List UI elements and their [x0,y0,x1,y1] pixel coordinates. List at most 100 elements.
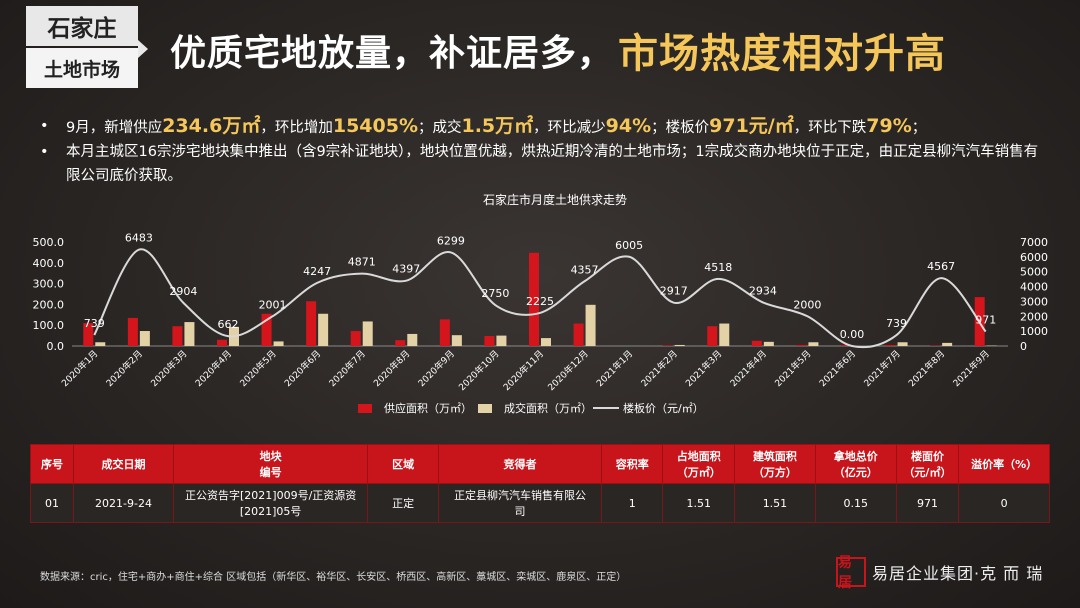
price-data-label: 739 [886,317,907,330]
price-data-label: 2934 [749,284,777,297]
legend-label: 楼板价（元/㎡） [623,401,704,415]
price-data-label: 6483 [125,232,153,245]
table-header-cell: 成交日期 [73,444,174,484]
table-header-cell: 楼面价 （元/㎡） [895,444,960,484]
x-tick-label: 2021年1月 [594,348,635,389]
logo-text: 易居企业集团·克 而 瑞 [872,564,1044,583]
price-data-label: 971 [975,314,996,327]
price-data-label: 4871 [348,256,376,269]
deal-bar [719,323,730,346]
table-header-cell: 容积率 [601,444,664,484]
price-data-label: 2001 [259,298,287,311]
supply-bar [217,339,227,346]
b2-text: 本月主城区16宗涉宅地块集中推出（含9宗补证地块），地块位置优越，烘热近期冷清的… [66,144,1039,184]
supply-bar [127,317,138,346]
deal-bar [541,338,551,346]
table-header-cell: 地块 编号 [172,444,369,484]
price-data-label: 2750 [481,287,509,300]
price-data-label: 2904 [169,285,197,298]
x-tick-label: 2020年5月 [237,348,278,389]
b1-p4: ，环比减少 [533,120,606,136]
chart-title: 石家庄市月度土地供求走势 [483,192,627,207]
y-right-tick-label: 0 [1020,340,1027,353]
x-tick-label: 2021年7月 [861,348,902,389]
x-tick-label: 2021年8月 [906,348,947,389]
b1-price-change: 79% [866,115,912,137]
b1-supply: 234.6万㎡ [162,115,261,137]
b1-price: 971元/㎡ [709,115,794,137]
b1-p7: ； [911,120,927,136]
price-data-label: 4247 [303,265,331,278]
legend-label: 成交面积（万㎡） [504,401,592,415]
x-tick-label: 2020年7月 [326,348,367,389]
price-line [93,248,987,349]
supply-bar [439,319,450,346]
section-name: 土地市场 [26,48,138,88]
price-data-label: 662 [218,318,239,331]
table-header-cell: 拿地总价 （亿元） [814,444,897,484]
x-tick-label: 2021年6月 [817,348,858,389]
transaction-table: 序号 成交日期 地块 编号 区域 竞得者 容积率 占地面积 （万㎡） 建筑面积 （万方） 拿地总价 （亿… [29,444,1050,523]
city-badge: 石家庄 土地市场 [26,6,148,88]
bullet-dot: • [40,144,49,160]
table-cell: 0.15 [814,483,897,523]
x-tick-label: 2021年4月 [728,348,769,389]
b1-p2: ，环比增加 [260,120,333,136]
data-source-note: 数据来源：cric，住宅+商办+商住+综合 区域包括（新华区、裕华区、长安区、桥… [40,572,627,583]
supply-bar [172,326,183,346]
deal-bar [139,331,150,346]
logo-seal: 易居 [836,555,866,591]
deal-bar [763,341,774,346]
supply-bar [261,313,272,346]
supply-bar [395,340,406,346]
x-tick-label: 2020年12月 [545,348,591,394]
deal-bar [407,333,418,346]
y-left-tick-label: 0.0 [47,340,65,353]
x-tick-label: 2021年9月 [950,348,991,389]
y-right-tick-label: 3000 [1020,295,1048,308]
title-gold: 市场热度相对升高 [618,31,947,77]
table-header-row: 序号 成交日期 地块 编号 区域 竞得者 容积率 占地面积 （万㎡） 建筑面积 （万方） 拿地总价 （亿… [29,444,1050,484]
y-right-tick-label: 4000 [1020,281,1048,294]
legend-swatch [358,404,372,413]
deal-bar [318,313,329,346]
title-white: 优质宅地放量，补证居多， [170,33,615,74]
b1-supply-change: 15405% [332,115,418,137]
page-title: 优质宅地放量，补证居多， 市场热度相对升高 [170,20,946,80]
y-right-tick-label: 2000 [1020,310,1048,323]
price-data-label: 2917 [660,285,688,298]
table-cell: 1 [601,483,664,523]
y-left-tick-label: 300.0 [33,278,65,291]
supply-bar [885,344,896,346]
table-row: 01 2021-9-24 正公资告字[2021]009号/正资源资 [2021]05号… [29,483,1050,523]
y-left-tick-label: 200.0 [33,298,65,311]
supply-bar [707,326,718,346]
deal-bar [95,342,106,346]
table-cell: 1.51 [734,483,816,523]
supply-bar [573,323,584,346]
table-cell: 正定县柳汽汽车销售有限公司 [437,483,603,523]
x-tick-label: 2021年5月 [772,348,813,389]
x-tick-label: 2020年4月 [193,348,234,389]
deal-bar [184,322,195,346]
table-header-cell: 竞得者 [437,444,603,484]
table-body: 01 2021-9-24 正公资告字[2021]009号/正资源资 [2021]05号… [29,483,1050,523]
b1-p1: 9月，新增供应 [66,120,163,136]
deal-bar [897,342,908,346]
b1-deal-change: 94% [605,115,652,137]
deal-bar [451,335,462,346]
supply-bar [841,344,851,346]
x-tick-label: 2020年11月 [501,348,547,394]
b1-p5: ；楼板价 [651,120,710,136]
y-right-tick-label: 1000 [1020,325,1048,338]
y-left-tick-label: 500.0 [33,236,65,249]
x-tick-label: 2020年2月 [104,348,145,389]
x-tick-label: 2020年8月 [371,348,412,389]
table-cell: 正定 [367,483,439,523]
x-tick-label: 2020年9月 [416,348,457,389]
b1-p6: ，环比下跌 [793,120,867,136]
deal-bar [273,341,284,346]
price-data-label: 4518 [704,261,732,274]
b1-deal: 1.5万㎡ [461,115,534,137]
supply-bar [350,331,361,346]
